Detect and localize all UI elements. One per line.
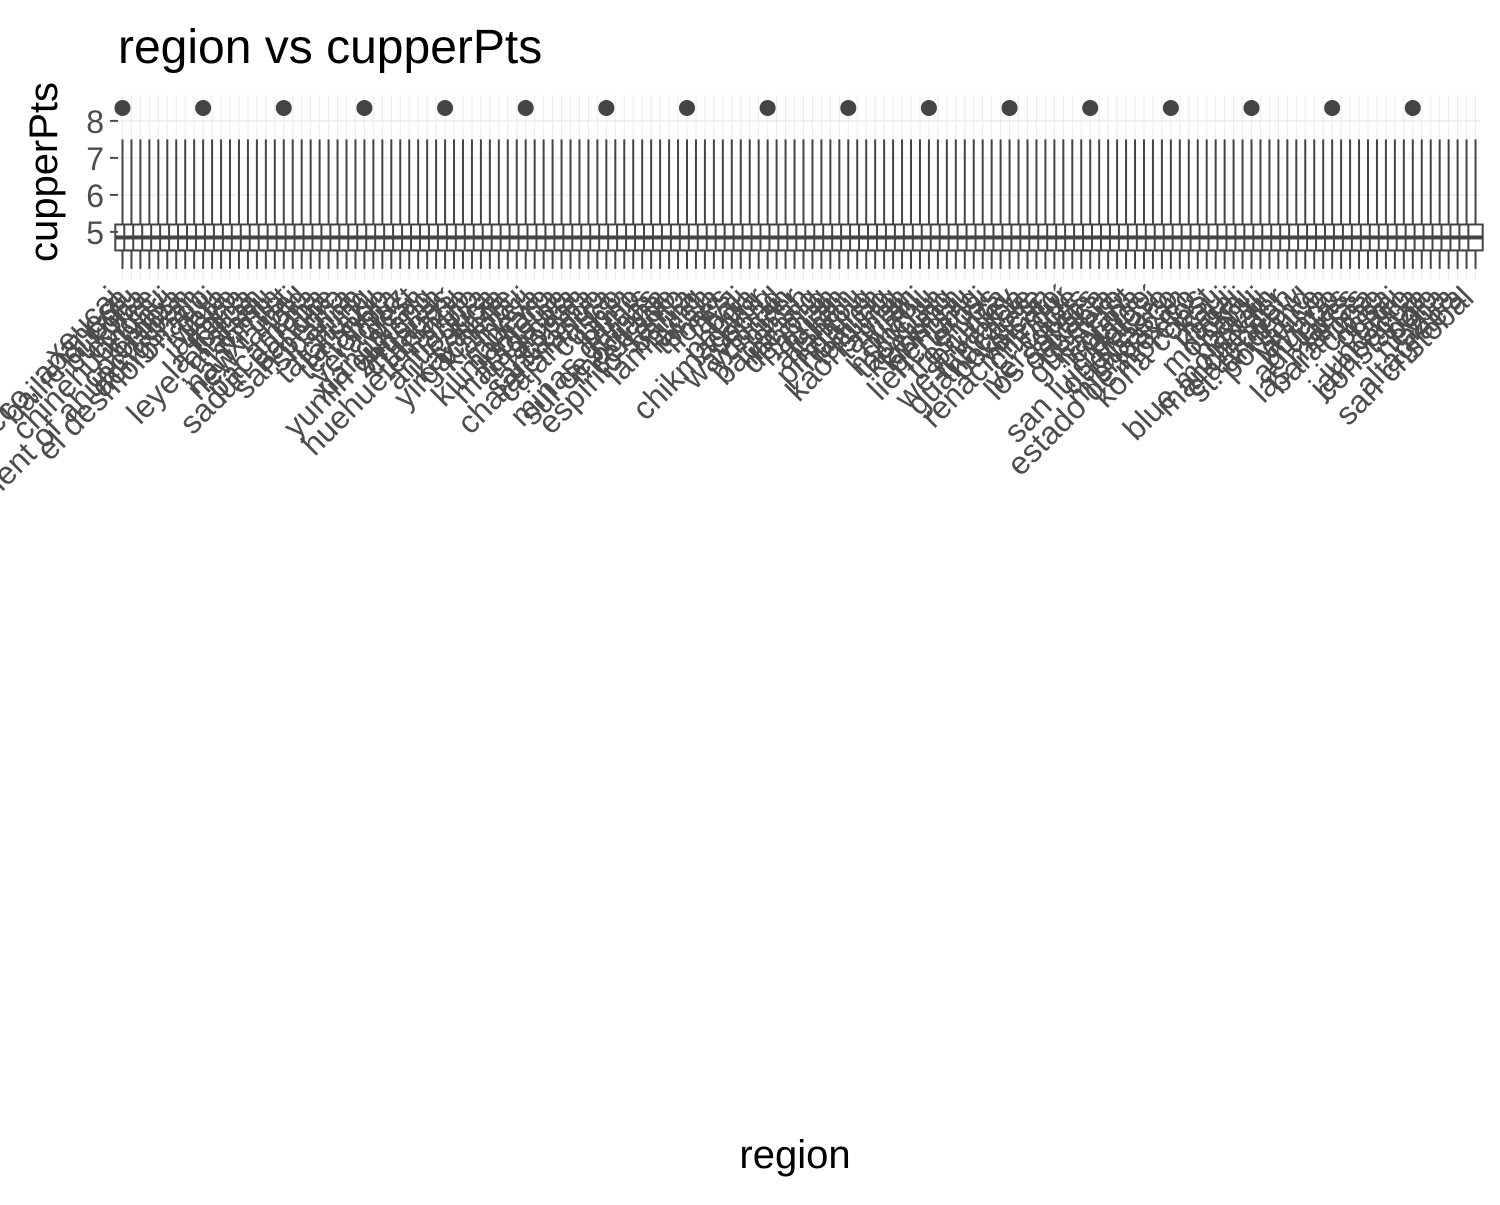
y-axis-label: cupperPts: [22, 82, 66, 262]
box-151: [1467, 139, 1484, 269]
outlier-point: [1082, 99, 1099, 116]
outlier-point: [1162, 99, 1179, 116]
outlier-point: [840, 99, 857, 116]
y-tick-label: 7: [86, 141, 104, 177]
box-layer: [114, 99, 1484, 269]
outlier-point: [920, 99, 937, 116]
grid-layer: [118, 95, 1480, 280]
outlier-point: [759, 99, 776, 116]
x-axis-label: region: [739, 1133, 850, 1177]
outlier-point: [1324, 99, 1341, 116]
outlier-point: [598, 99, 615, 116]
outlier-point: [114, 99, 131, 116]
y-tick-label: 6: [86, 178, 104, 214]
outlier-point: [1001, 99, 1018, 116]
y-tick-label: 5: [86, 215, 104, 251]
y-tick-label: 8: [86, 104, 104, 140]
outlier-point: [517, 99, 534, 116]
outlier-point: [678, 99, 695, 116]
outlier-point: [1404, 99, 1421, 116]
outlier-point: [437, 99, 454, 116]
outlier-point: [356, 99, 373, 116]
outlier-point: [275, 99, 292, 116]
outlier-point: [1243, 99, 1260, 116]
chart-title: region vs cupperPts: [118, 21, 542, 74]
outlier-point: [195, 99, 212, 116]
